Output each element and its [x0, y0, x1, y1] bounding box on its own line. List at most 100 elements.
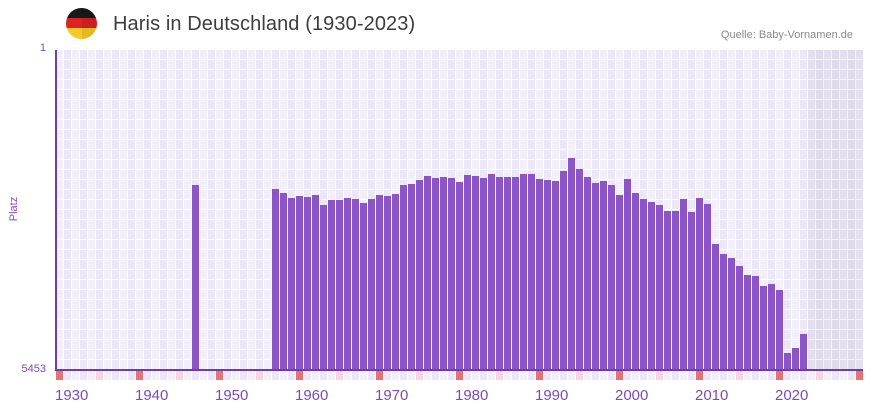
bar-2016[interactable] — [744, 274, 751, 370]
bar-1974[interactable] — [408, 184, 415, 370]
bar-2005[interactable] — [656, 205, 663, 370]
bar-2017[interactable] — [752, 275, 759, 370]
bar-1990[interactable] — [536, 179, 543, 370]
bar-2006[interactable] — [664, 211, 671, 370]
bar-1960[interactable] — [296, 195, 303, 370]
bar-1967[interactable] — [352, 199, 359, 370]
bar-1966[interactable] — [344, 198, 351, 370]
decade-tick — [856, 371, 863, 380]
bar-1992[interactable] — [552, 181, 559, 370]
year-tick — [400, 371, 407, 380]
flag-stripe-black — [66, 8, 97, 19]
year-tick — [600, 371, 607, 380]
bar-1982[interactable] — [472, 176, 479, 370]
x-tick-label: 1940 — [135, 387, 169, 404]
bar-1998[interactable] — [600, 181, 607, 370]
bar-1981[interactable] — [464, 175, 471, 370]
bar-1961[interactable] — [304, 197, 311, 370]
year-tick — [824, 371, 831, 380]
year-tick — [80, 371, 87, 380]
bar-2020[interactable] — [776, 290, 783, 370]
bar-1986[interactable] — [504, 177, 511, 370]
bar-1968[interactable] — [360, 203, 367, 370]
bar-1993[interactable] — [560, 171, 567, 370]
bar-1975[interactable] — [416, 180, 423, 370]
bar-1999[interactable] — [608, 185, 615, 370]
bar-2014[interactable] — [728, 258, 735, 370]
bar-2008[interactable] — [680, 199, 687, 370]
bar-2007[interactable] — [672, 211, 679, 370]
bar-2003[interactable] — [640, 199, 647, 370]
bar-2011[interactable] — [704, 204, 711, 370]
year-tick — [448, 371, 455, 380]
bar-1983[interactable] — [480, 178, 487, 370]
bar-2019[interactable] — [768, 284, 775, 370]
bar-1994[interactable] — [568, 158, 575, 370]
year-tick — [704, 371, 711, 380]
bar-1980[interactable] — [456, 182, 463, 370]
decade-tick — [776, 371, 783, 380]
year-tick — [304, 371, 311, 380]
bar-1988[interactable] — [520, 174, 527, 370]
year-tick — [352, 371, 359, 380]
decade-tick — [56, 371, 63, 380]
bar-1970[interactable] — [376, 194, 383, 370]
bar-1997[interactable] — [592, 183, 599, 370]
bar-2009[interactable] — [688, 212, 695, 370]
bar-1965[interactable] — [336, 200, 343, 370]
bar-2000[interactable] — [616, 194, 623, 370]
year-tick — [504, 371, 511, 380]
bar-1959[interactable] — [288, 198, 295, 370]
bar-1976[interactable] — [424, 176, 431, 370]
bar-1995[interactable] — [576, 168, 583, 370]
bar-1958[interactable] — [280, 192, 287, 370]
bar-1989[interactable] — [528, 174, 535, 370]
x-tick-label: 2000 — [615, 387, 649, 404]
bar-1996[interactable] — [584, 177, 591, 370]
bar-2012[interactable] — [712, 243, 719, 370]
decade-tick — [536, 371, 543, 380]
bar-1987[interactable] — [512, 177, 519, 370]
year-tick — [432, 371, 439, 380]
bar-1962[interactable] — [312, 194, 319, 370]
bar-2021[interactable] — [784, 352, 791, 370]
year-tick — [624, 371, 631, 380]
future-years-shade — [808, 50, 863, 370]
bar-2013[interactable] — [720, 254, 727, 370]
bar-2001[interactable] — [624, 179, 631, 370]
half-decade-tick — [416, 371, 423, 380]
decade-tick — [456, 371, 463, 380]
bar-2010[interactable] — [696, 198, 703, 370]
year-tick — [840, 371, 847, 380]
bar-1969[interactable] — [368, 199, 375, 370]
bar-1972[interactable] — [392, 193, 399, 370]
bar-1984[interactable] — [488, 174, 495, 370]
bar-1985[interactable] — [496, 177, 503, 370]
year-tick — [744, 371, 751, 380]
year-tick — [688, 371, 695, 380]
year-tick — [392, 371, 399, 380]
x-tick-label: 1980 — [455, 387, 489, 404]
bar-2018[interactable] — [760, 286, 767, 370]
bar-1963[interactable] — [320, 205, 327, 370]
bar-1991[interactable] — [544, 180, 551, 370]
year-tick — [560, 371, 567, 380]
bar-1947[interactable] — [192, 185, 199, 370]
bar-1978[interactable] — [440, 177, 447, 370]
bar-2002[interactable] — [632, 192, 639, 370]
bar-2015[interactable] — [736, 266, 743, 370]
year-tick — [192, 371, 199, 380]
bar-1973[interactable] — [400, 185, 407, 370]
bar-2023[interactable] — [800, 334, 807, 370]
bar-1964[interactable] — [328, 200, 335, 370]
bar-2022[interactable] — [792, 348, 799, 370]
bar-2004[interactable] — [648, 202, 655, 370]
year-tick — [568, 371, 575, 380]
year-tick — [664, 371, 671, 380]
bar-1979[interactable] — [448, 178, 455, 370]
bar-1977[interactable] — [432, 178, 439, 370]
bar-1957[interactable] — [272, 189, 279, 370]
bar-1971[interactable] — [384, 195, 391, 370]
year-tick — [128, 371, 135, 380]
half-decade-tick — [96, 371, 103, 380]
